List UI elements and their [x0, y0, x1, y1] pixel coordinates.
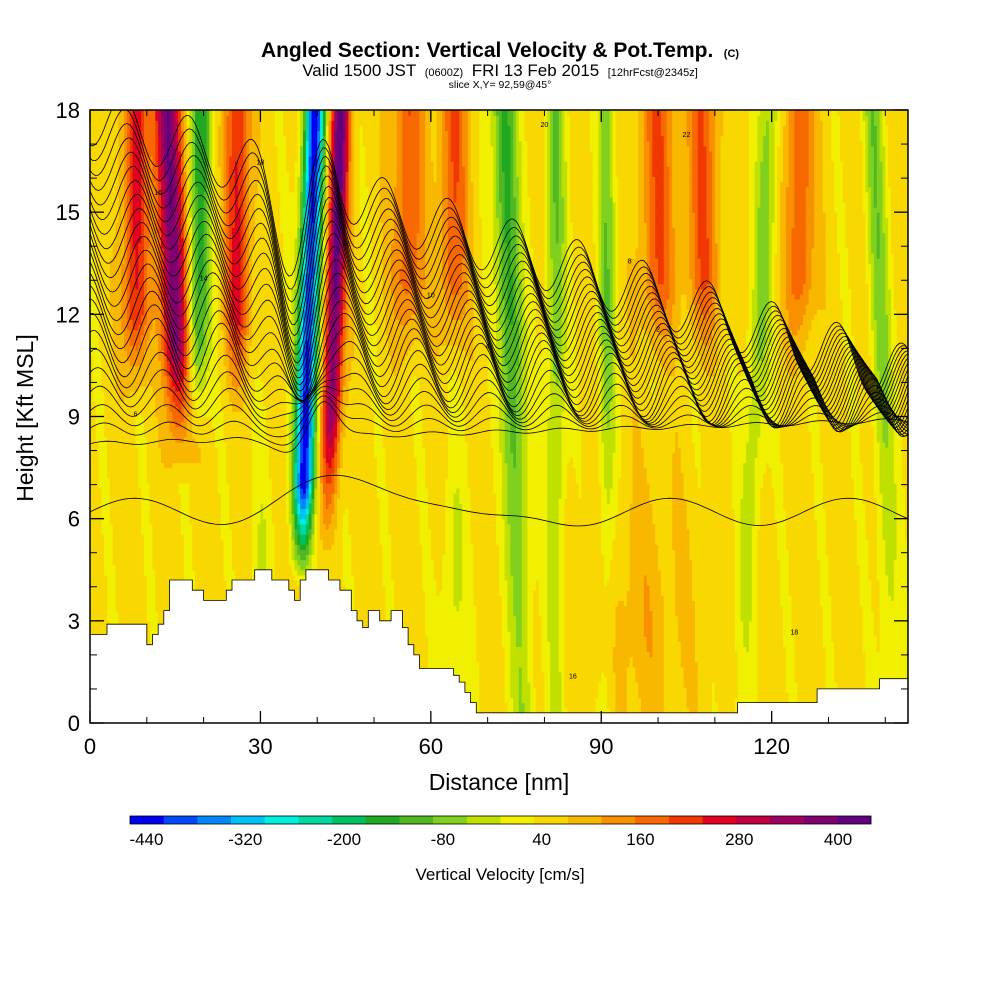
y-tick-label: 0 [68, 711, 80, 736]
colorbar-tick-label: -320 [228, 830, 262, 849]
colorbar-label: Vertical Velocity [cm/s] [415, 865, 584, 884]
colorbar-swatch [130, 816, 164, 824]
y-tick-label: 9 [68, 405, 80, 430]
y-tick-label: 12 [56, 302, 80, 327]
plot-area: 16 18 20 22 14 12 10 8 6 4 2 16 18 [90, 110, 908, 723]
colorbar-swatch [365, 816, 400, 824]
colorbar-swatch [264, 816, 299, 824]
slice-label: slice X,Y= 92,59@45° [449, 79, 552, 91]
colorbar-swatch [399, 816, 434, 824]
contour-label: 16 [569, 674, 577, 681]
y-tick-label: 3 [68, 609, 80, 634]
colorbar-swatch [769, 816, 804, 824]
chart-subtitle: Valid 1500 JST (0600Z) FRI 13 Feb 2015 [… [302, 61, 698, 80]
colorbar-swatch [601, 816, 636, 824]
colorbar-swatch [837, 816, 872, 824]
colorbar-swatch [163, 816, 198, 824]
contour-label: 18 [790, 629, 798, 636]
colorbar-swatch [668, 816, 703, 824]
contour-label: 2 [656, 326, 660, 333]
contour-label: 4 [486, 343, 490, 350]
colorbar-swatch [567, 816, 602, 824]
x-axis: 0 30 60 90 120 [84, 110, 886, 759]
chart-title: Angled Section: Vertical Velocity & Pot.… [261, 39, 739, 62]
colorbar-swatch [298, 816, 333, 824]
x-tick-label: 30 [248, 734, 272, 759]
colorbar-tick-label: 280 [725, 830, 753, 849]
contour-label: 12 [342, 241, 350, 248]
x-tick-label: 60 [419, 734, 443, 759]
contour-label: 18 [257, 159, 265, 166]
colorbar: -440 -320 -200 -80 40 160 280 400 [129, 815, 872, 849]
potential-temperature-contours [90, 110, 908, 527]
terrain [90, 569, 908, 723]
colorbar-tick-label: 40 [532, 830, 551, 849]
colorbar-swatch [466, 816, 501, 824]
colorbar-tick-label: -80 [431, 830, 456, 849]
contour-label: 10 [427, 292, 435, 299]
contour-labels: 16 18 20 22 14 12 10 8 6 4 2 16 18 [133, 122, 798, 681]
contour-label: 6 [133, 412, 137, 419]
colorbar-swatch [702, 816, 737, 824]
colorbar-swatch [500, 816, 535, 824]
colorbar-swatch [332, 816, 367, 824]
contour-label: 16 [154, 190, 162, 197]
y-axis-label: Height [Kft MSL] [12, 334, 38, 501]
x-axis-label: Distance [nm] [429, 769, 570, 795]
x-tick-label: 90 [589, 734, 613, 759]
colorbar-swatch [635, 816, 670, 824]
colorbar-swatch [736, 816, 771, 824]
y-tick-label: 6 [68, 507, 80, 532]
contour-label: 22 [683, 132, 691, 139]
colorbar-tick-label: -200 [327, 830, 361, 849]
x-tick-label: 0 [84, 734, 96, 759]
colorbar-swatch [534, 816, 569, 824]
colorbar-swatch [197, 816, 232, 824]
contour-label: 20 [541, 122, 549, 129]
x-tick-label: 120 [753, 734, 790, 759]
colorbar-tick-label: 160 [626, 830, 654, 849]
colorbar-tick-label: 400 [824, 830, 852, 849]
colorbar-tick-label: -440 [129, 830, 163, 849]
y-axis: 0 3 6 9 12 15 18 [56, 98, 908, 736]
y-tick-label: 15 [56, 200, 80, 225]
contour-label: 8 [628, 258, 632, 265]
contour-label: 14 [200, 275, 208, 282]
colorbar-swatch [433, 816, 468, 824]
colorbar-swatch [803, 816, 838, 824]
y-tick-label: 18 [56, 98, 80, 123]
colorbar-swatch [231, 816, 266, 824]
